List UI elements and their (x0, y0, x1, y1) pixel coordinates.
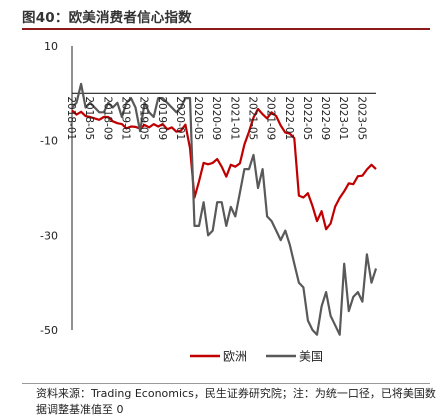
x-tick-label: 2018-05 (83, 96, 95, 140)
x-tick-labels: 2018-01 2018-05 2018-09 2019-01 2019-05 2019-… (65, 96, 367, 140)
page-title: 图40：欧美消费者信心指数 (22, 10, 192, 26)
axes: 10 -10 -30 -50 (40, 40, 376, 337)
y-tick-label: -50 (40, 324, 58, 337)
y-tick-label: -30 (40, 229, 58, 242)
x-tick-label: 2022-05 (301, 96, 313, 140)
title-divider (22, 28, 430, 30)
y-tick-label: -10 (40, 135, 58, 148)
series-lines (71, 82, 378, 336)
x-tick-label: 2022-01 (283, 96, 295, 140)
x-tick-label: 2019-05 (138, 96, 150, 140)
x-tick-label: 2021-01 (228, 96, 240, 140)
x-tick-label: 2022-09 (319, 96, 331, 140)
legend: 欧洲 美国 (190, 350, 323, 364)
legend-label: 美国 (299, 350, 323, 364)
x-tick-label: 2018-01 (65, 96, 77, 140)
x-tick-label: 2019-09 (156, 96, 168, 140)
source-note: 资料来源：Trading Economics，民生证券研究院；注：为统一口径，已… (36, 387, 436, 416)
x-tick-label: 2020-09 (210, 96, 222, 140)
x-tick-label: 2020-01 (174, 96, 186, 140)
footer-divider (22, 383, 430, 384)
line-chart: 10 -10 -30 -50 2018-01 2018-05 2018-09 2019-01… (40, 40, 378, 364)
x-tick-label: 2023-01 (337, 96, 349, 140)
series-line-欧洲 (71, 107, 377, 231)
x-tick-label: 2018-09 (101, 96, 113, 140)
x-tick-label: 2019-01 (119, 96, 131, 140)
x-tick-label: 2021-05 (246, 96, 258, 140)
y-tick-label: 10 (44, 40, 58, 53)
legend-label: 欧洲 (223, 350, 247, 364)
x-tick-label: 2023-05 (355, 96, 367, 140)
series-line-美国 (71, 82, 378, 336)
x-tick-label: 2021-09 (265, 96, 277, 140)
x-tick-label: 2020-05 (192, 96, 204, 140)
